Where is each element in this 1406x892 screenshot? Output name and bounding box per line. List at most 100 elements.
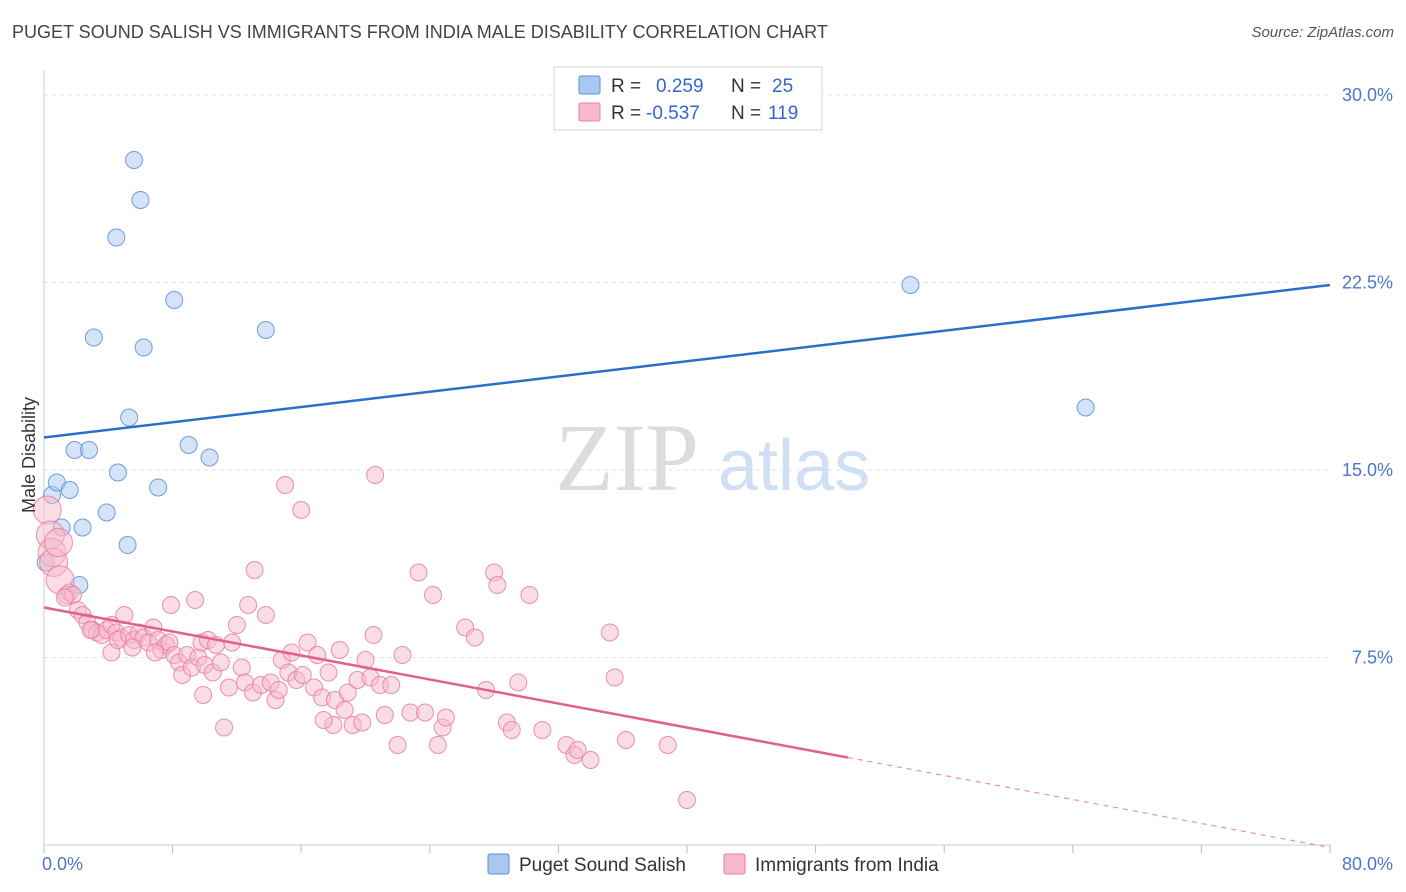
scatter-point-pink <box>488 576 507 594</box>
scatter-point-blue <box>118 536 137 554</box>
scatter-point-pink <box>256 606 275 624</box>
stats-r-label-blue: R = <box>611 76 641 97</box>
trend-line-blue <box>43 283 1331 439</box>
legend-label-pink: Immigrants from India <box>755 855 939 876</box>
scatter-point-pink <box>382 676 401 694</box>
trend-line-extension-pink <box>847 756 1331 849</box>
scatter-point-blue <box>131 191 150 209</box>
scatter-point-blue <box>120 408 139 427</box>
scatter-point-pink <box>319 663 338 682</box>
scatter-point-pink <box>245 561 264 579</box>
scatter-point-pink <box>298 633 317 652</box>
scatter-point-pink <box>145 643 164 662</box>
legend-swatch-pink <box>723 853 746 875</box>
scatter-point-pink <box>424 586 443 604</box>
scatter-point-pink <box>330 641 349 659</box>
scatter-point-pink <box>436 708 455 727</box>
scatter-point-pink <box>616 731 635 749</box>
watermark: ZIP atlas <box>555 404 870 511</box>
scatter-point-blue <box>165 291 184 309</box>
scatter-point-pink <box>415 703 434 722</box>
scatter-point-pink <box>568 741 587 759</box>
stats-r-value-pink: -0.537 <box>646 103 700 124</box>
scatter-point-blue <box>901 276 920 294</box>
watermark-zip: ZIP <box>555 404 699 511</box>
scatter-point-pink <box>186 591 205 609</box>
scatter-point-pink <box>353 713 372 732</box>
stats-n-value-pink: 119 <box>768 103 798 124</box>
y-tick-label: 30.0% <box>1342 85 1393 105</box>
scatter-point-pink <box>81 621 100 639</box>
trend-layer <box>43 283 1331 849</box>
scatter-point-blue <box>84 328 103 347</box>
stats-n-label-blue: N = <box>731 76 761 97</box>
scatter-point-pink <box>239 596 258 614</box>
scatter-point-blue <box>134 338 153 357</box>
scatter-point-pink <box>227 616 246 634</box>
scatter-point-pink <box>393 646 412 664</box>
scatter-point-pink <box>533 721 552 739</box>
scatter-point-pink <box>581 751 600 769</box>
scatter-point-pink <box>658 736 677 754</box>
scatter-point-pink <box>509 673 528 692</box>
scatter-point-pink <box>215 718 234 737</box>
scatter-point-blue <box>80 441 99 459</box>
scatter-point-pink <box>292 501 311 519</box>
scatter-point-pink <box>600 623 619 642</box>
scatter-point-blue <box>60 481 79 499</box>
scatter-point-pink <box>43 528 73 557</box>
legend-label-blue: Puget Sound Salish <box>519 855 686 876</box>
scatter-point-pink <box>409 563 428 582</box>
scatter-point-pink <box>605 668 624 687</box>
stats-swatch-blue <box>578 75 601 95</box>
scatter-point-pink <box>366 466 385 484</box>
scatter-point-blue <box>200 448 219 467</box>
scatter-point-blue <box>125 151 144 169</box>
stats-n-label-pink: N = <box>731 103 761 124</box>
legend-swatch-blue <box>487 853 510 875</box>
scatter-point-pink <box>314 711 333 729</box>
y-tick-label: 7.5% <box>1352 648 1393 668</box>
source-note: Source: ZipAtlas.com <box>1251 24 1394 41</box>
scatter-point-pink <box>375 706 394 724</box>
scatter-point-pink <box>194 686 213 704</box>
stats-box: R = 0.259 N = 25 R = -0.537 N = 119 <box>553 66 823 131</box>
stats-swatch-pink <box>578 102 601 122</box>
scatter-point-blue <box>108 463 127 482</box>
scatter-point-pink <box>678 791 696 809</box>
scatter-point-pink <box>338 683 357 702</box>
y-axis-title: Male Disability <box>19 397 39 513</box>
stats-r-label-pink: R = <box>611 103 641 124</box>
legend: Puget Sound Salish Immigrants from India <box>487 853 939 876</box>
x-tick-label: 80.0% <box>1342 854 1393 874</box>
scatter-point-blue <box>73 518 92 537</box>
scatter-point-blue <box>107 228 126 247</box>
scatter-point-pink <box>123 638 142 657</box>
scatter-point-pink <box>232 658 251 677</box>
scatter-point-pink <box>55 588 74 607</box>
scatter-point-pink <box>428 736 447 754</box>
scatter-point-pink <box>308 646 327 664</box>
scatter-point-pink <box>293 666 312 684</box>
watermark-atlas: atlas <box>718 426 870 506</box>
scatter-point-blue <box>179 436 198 454</box>
scatter-point-pink <box>335 701 354 719</box>
scatter-point-pink <box>219 678 238 697</box>
scatter-point-pink <box>269 681 288 699</box>
scatter-point-pink <box>388 736 407 754</box>
x-tick-label: 0.0% <box>42 854 83 874</box>
scatter-point-blue <box>1076 398 1095 417</box>
scatter-point-pink <box>520 586 539 604</box>
scatter-point-pink <box>502 721 521 739</box>
scatter-point-pink <box>211 653 230 672</box>
scatter-point-blue <box>149 478 168 497</box>
stats-n-value-blue: 25 <box>772 76 793 97</box>
scatter-point-pink <box>465 628 484 647</box>
axis-layer: 7.5% 15.0% 22.5% 30.0% 0.0% 80.0% <box>42 70 1393 874</box>
scatter-point-pink <box>364 626 383 644</box>
grid-layer <box>44 94 1330 658</box>
trend-line-pink <box>43 606 848 759</box>
scatter-point-pink <box>161 596 180 614</box>
y-tick-label: 22.5% <box>1342 273 1393 293</box>
